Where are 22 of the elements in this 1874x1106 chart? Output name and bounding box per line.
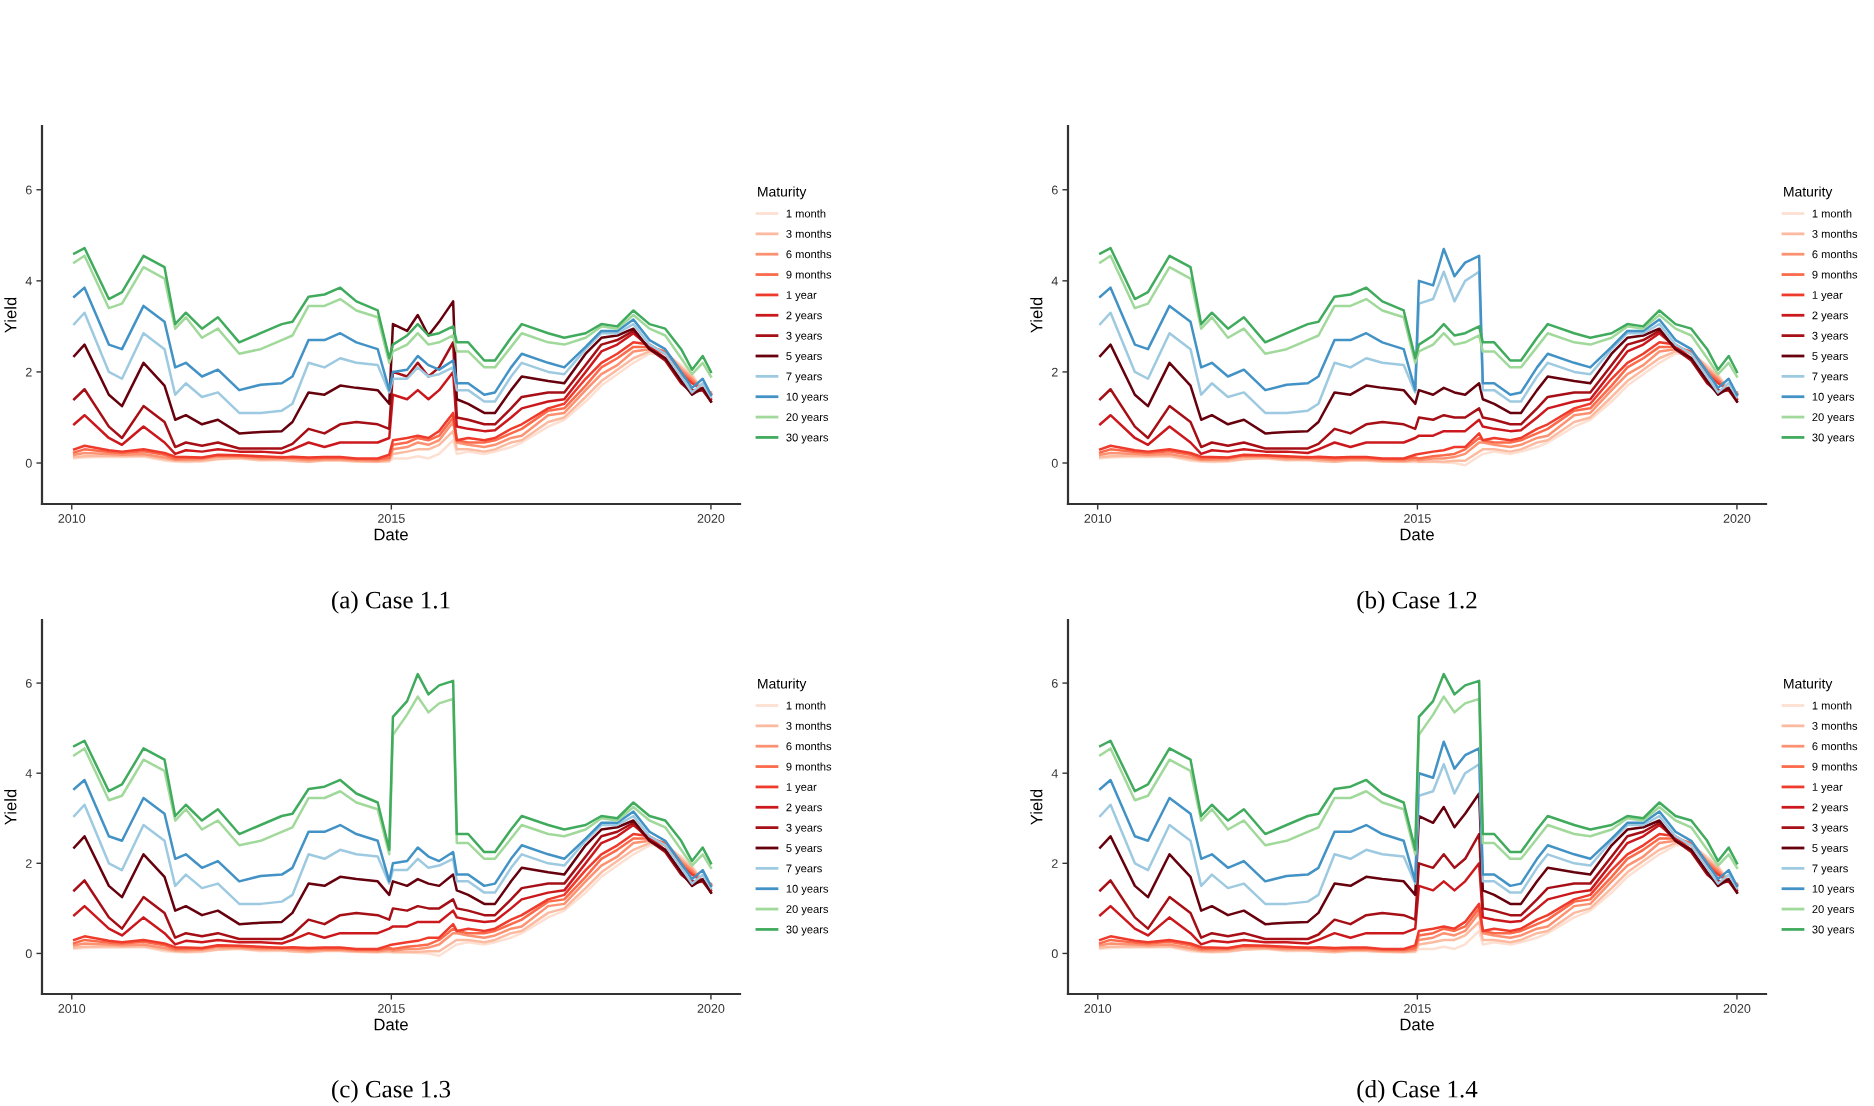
y-axis-title: Yield	[1030, 297, 1043, 333]
y-axis-title: Yield	[4, 297, 17, 333]
line-series	[1098, 247, 1739, 396]
line-series	[72, 803, 713, 906]
x-axis-title: Date	[1400, 528, 1434, 541]
x-axis-title: Date	[374, 528, 408, 541]
line-series	[1098, 792, 1739, 926]
line-series	[1098, 762, 1739, 906]
line-series	[72, 778, 713, 888]
y-axis-title: Yield	[4, 789, 17, 825]
x-axis-title: Date	[374, 1018, 408, 1031]
y-axis-title: Yield	[1030, 789, 1043, 825]
line-series	[72, 300, 713, 435]
x-axis-title: Date	[1400, 1018, 1434, 1031]
text: (d) Case 1.4	[1357, 1080, 1478, 1103]
text: (b) Case 1.2	[1357, 590, 1477, 614]
line-series	[1098, 740, 1739, 888]
line-series	[72, 286, 713, 396]
text: (a) Case 1.1	[332, 590, 450, 614]
line-series	[72, 311, 713, 415]
line-series	[1098, 270, 1739, 415]
text: (c) Case 1.3	[332, 1080, 451, 1103]
